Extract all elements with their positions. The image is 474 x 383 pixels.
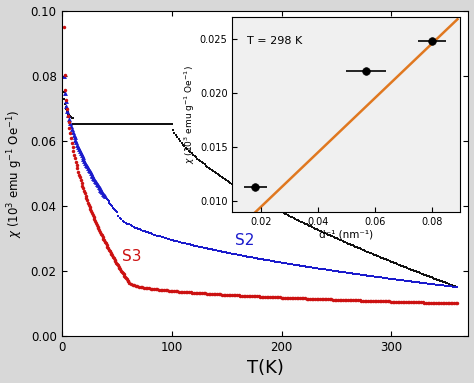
- Text: S1: S1: [232, 161, 251, 176]
- Text: S3: S3: [122, 249, 142, 264]
- Y-axis label: $\chi$ (10$^3$ emu g$^{-1}$ Oe$^{-1}$): $\chi$ (10$^3$ emu g$^{-1}$ Oe$^{-1}$): [6, 109, 25, 237]
- X-axis label: T(K): T(K): [246, 359, 283, 377]
- Text: S2: S2: [235, 233, 255, 248]
